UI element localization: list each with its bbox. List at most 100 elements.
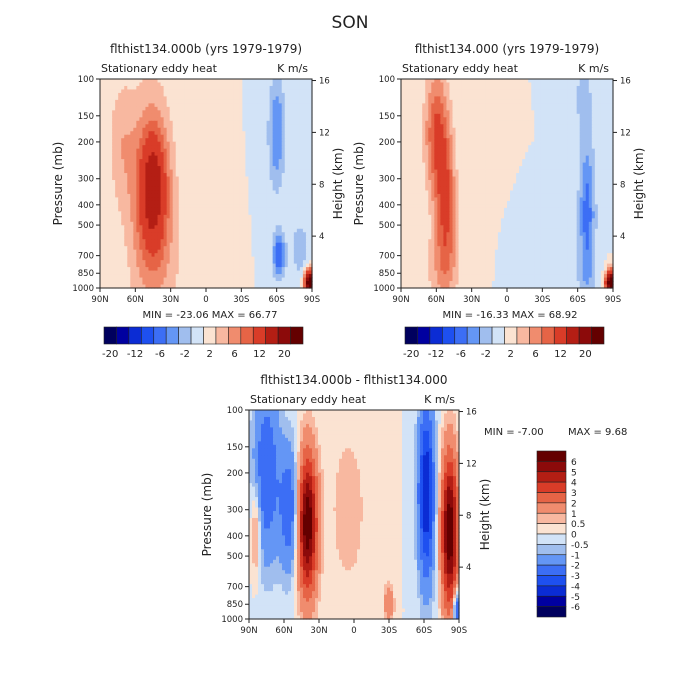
heatmap-cell	[196, 204, 201, 209]
heatmap-cell	[296, 152, 301, 157]
heatmap-cell	[175, 232, 180, 237]
heatmap-cell	[278, 204, 283, 209]
heatmap-cell	[209, 166, 213, 171]
heatmap-cell	[103, 173, 107, 178]
heatmap-cell	[308, 96, 313, 101]
heatmap-cell	[100, 197, 104, 202]
heatmap-cell	[121, 117, 125, 122]
heatmap-cell	[157, 92, 162, 98]
heatmap-cell	[181, 225, 186, 230]
heatmap-cell	[227, 99, 231, 104]
heatmap-cell	[142, 190, 147, 195]
x-tick-label: 60N	[127, 295, 144, 305]
heatmap-cell	[263, 92, 268, 98]
heatmap-cell	[215, 79, 219, 84]
heatmap-cell	[305, 124, 310, 129]
y-tick-label: 1000	[72, 284, 94, 294]
heatmap-cell	[284, 138, 289, 143]
heatmap-cell	[154, 145, 159, 150]
heatmap-cell	[181, 152, 186, 157]
heatmap-cell	[233, 200, 237, 205]
heatmap-cell	[109, 99, 113, 104]
heatmap-cell	[160, 193, 165, 199]
heatmap-cell	[224, 85, 228, 91]
heatmap-cell	[160, 180, 165, 185]
heatmap-cell	[127, 145, 131, 150]
heatmap-cell	[221, 228, 225, 233]
heatmap-cell	[148, 183, 153, 188]
heatmap-cell	[239, 204, 243, 209]
heatmap-cell	[100, 141, 104, 146]
heatmap-cell	[109, 145, 113, 150]
heatmap-cell	[230, 148, 234, 153]
heatmap-cell	[136, 120, 140, 125]
heatmap-cell	[296, 193, 301, 199]
heatmap-cell	[118, 113, 122, 118]
heatmap-cell	[133, 89, 137, 94]
heatmap-cell	[218, 141, 222, 146]
heatmap-cell	[154, 183, 159, 188]
heatmap-cell	[163, 235, 168, 240]
heatmap-cell	[260, 193, 265, 199]
heatmap-cell	[106, 180, 110, 185]
heatmap-cell	[157, 186, 162, 192]
heatmap-cell	[100, 134, 104, 139]
heatmap-cell	[163, 82, 168, 87]
heatmap-cell	[233, 113, 237, 118]
heatmap-cell	[130, 186, 134, 192]
heatmap-cell	[130, 197, 134, 202]
heatmap-cell	[275, 228, 280, 233]
heatmap-cell	[118, 99, 122, 104]
heatmap-cell	[308, 145, 313, 150]
heatmap-cell	[227, 218, 231, 223]
heatmap-cell	[196, 85, 201, 91]
heatmap-cell	[142, 225, 147, 230]
heatmap-cell	[263, 200, 268, 205]
heatmap-cell	[224, 138, 228, 143]
heatmap-cell	[272, 221, 277, 226]
heatmap-cell	[175, 228, 180, 233]
heatmap-cell	[221, 124, 225, 129]
heatmap-cell	[127, 200, 131, 205]
heatmap-cell	[305, 207, 310, 212]
heatmap-cell	[103, 92, 107, 98]
heatmap-cell	[212, 89, 216, 94]
heatmap-cell	[142, 159, 147, 164]
heatmap-cell	[154, 89, 159, 94]
heatmap-cell	[254, 180, 259, 185]
heatmap-cell	[293, 148, 298, 153]
heatmap-cell	[166, 235, 171, 240]
heatmap-cell	[202, 124, 207, 129]
heatmap-cell	[199, 228, 204, 233]
heatmap-cell	[178, 183, 183, 188]
heatmap-cell	[296, 106, 301, 111]
heatmap-cell	[233, 106, 237, 111]
heatmap-cell	[109, 218, 113, 223]
heatmap-cell	[248, 221, 253, 226]
heatmap-cell	[263, 106, 268, 111]
heatmap-cell	[103, 89, 107, 94]
heatmap-cell	[166, 148, 171, 153]
heatmap-cell	[127, 134, 131, 139]
heatmap-cell	[269, 190, 274, 195]
heatmap-cell	[299, 152, 304, 157]
heatmap-cell	[196, 211, 201, 216]
heatmap-cell	[206, 155, 210, 160]
heatmap-cell	[100, 173, 104, 178]
heatmap-cell	[227, 173, 231, 178]
heatmap-cell	[212, 183, 216, 188]
heatmap-cell	[305, 173, 310, 178]
heatmap-cell	[172, 211, 177, 216]
heatmap-cell	[166, 228, 171, 233]
heatmap-cell	[206, 169, 210, 174]
heatmap-cell	[112, 211, 116, 216]
heatmap-cell	[209, 138, 213, 143]
heatmap-cell	[160, 113, 165, 118]
heatmap-cell	[206, 173, 210, 178]
heatmap-cell	[142, 138, 147, 143]
heatmap-cell	[224, 169, 228, 174]
heatmap-cell	[209, 183, 213, 188]
heatmap-cell	[103, 120, 107, 125]
heatmap-cell	[272, 89, 277, 94]
heatmap-cell	[290, 214, 295, 219]
